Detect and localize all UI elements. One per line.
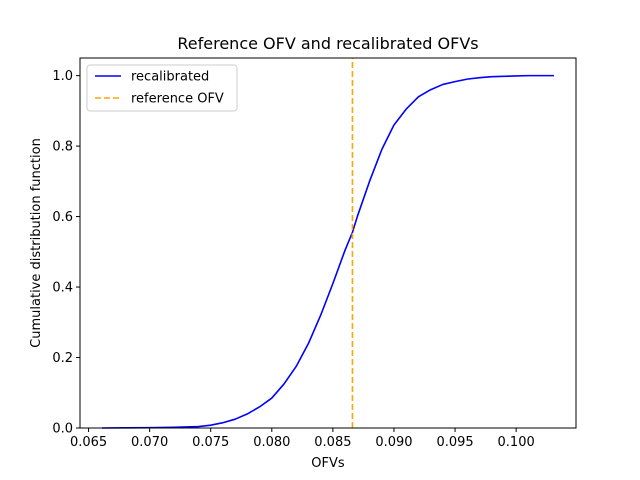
- y-tick-label: 0.4: [52, 281, 73, 296]
- legend-box: [86, 64, 238, 112]
- series-line-recalibrated: [101, 74, 555, 429]
- series-layer: [101, 58, 555, 429]
- y-tick-label: 1.0: [52, 69, 73, 84]
- x-tick-label: 0.070: [131, 435, 168, 450]
- x-axis-label: OFVs: [311, 456, 345, 471]
- x-tick-label: 0.085: [314, 435, 351, 450]
- axes-frame: [79, 57, 577, 429]
- legend-label: reference OFV: [131, 92, 224, 107]
- legend-label: recalibrated: [131, 70, 209, 85]
- plot-area: [79, 57, 577, 429]
- chart-title: Reference OFV and recalibrated OFVs: [177, 34, 478, 53]
- x-axis: 0.065 0.070 0.075 0.080 0.085 0.090 0.095 0.100: [70, 428, 535, 450]
- x-tick-label: 0.100: [498, 435, 535, 450]
- y-tick-label: 0.6: [52, 210, 73, 225]
- y-tick-label: 0.0: [52, 422, 73, 437]
- y-tick-label: 0.2: [52, 351, 73, 366]
- x-tick-label: 0.080: [253, 435, 290, 450]
- x-tick-label: 0.090: [375, 435, 412, 450]
- x-tick-label: 0.075: [192, 435, 229, 450]
- legend: recalibrated reference OFV: [86, 64, 238, 112]
- x-tick-label: 0.065: [70, 435, 107, 450]
- y-tick-label: 0.8: [52, 140, 73, 155]
- y-axis-label: Cumulative distribution function: [29, 138, 44, 348]
- y-axis: 0.0 0.2 0.4 0.6 0.8 1.0: [52, 69, 80, 437]
- x-tick-label: 0.095: [436, 435, 473, 450]
